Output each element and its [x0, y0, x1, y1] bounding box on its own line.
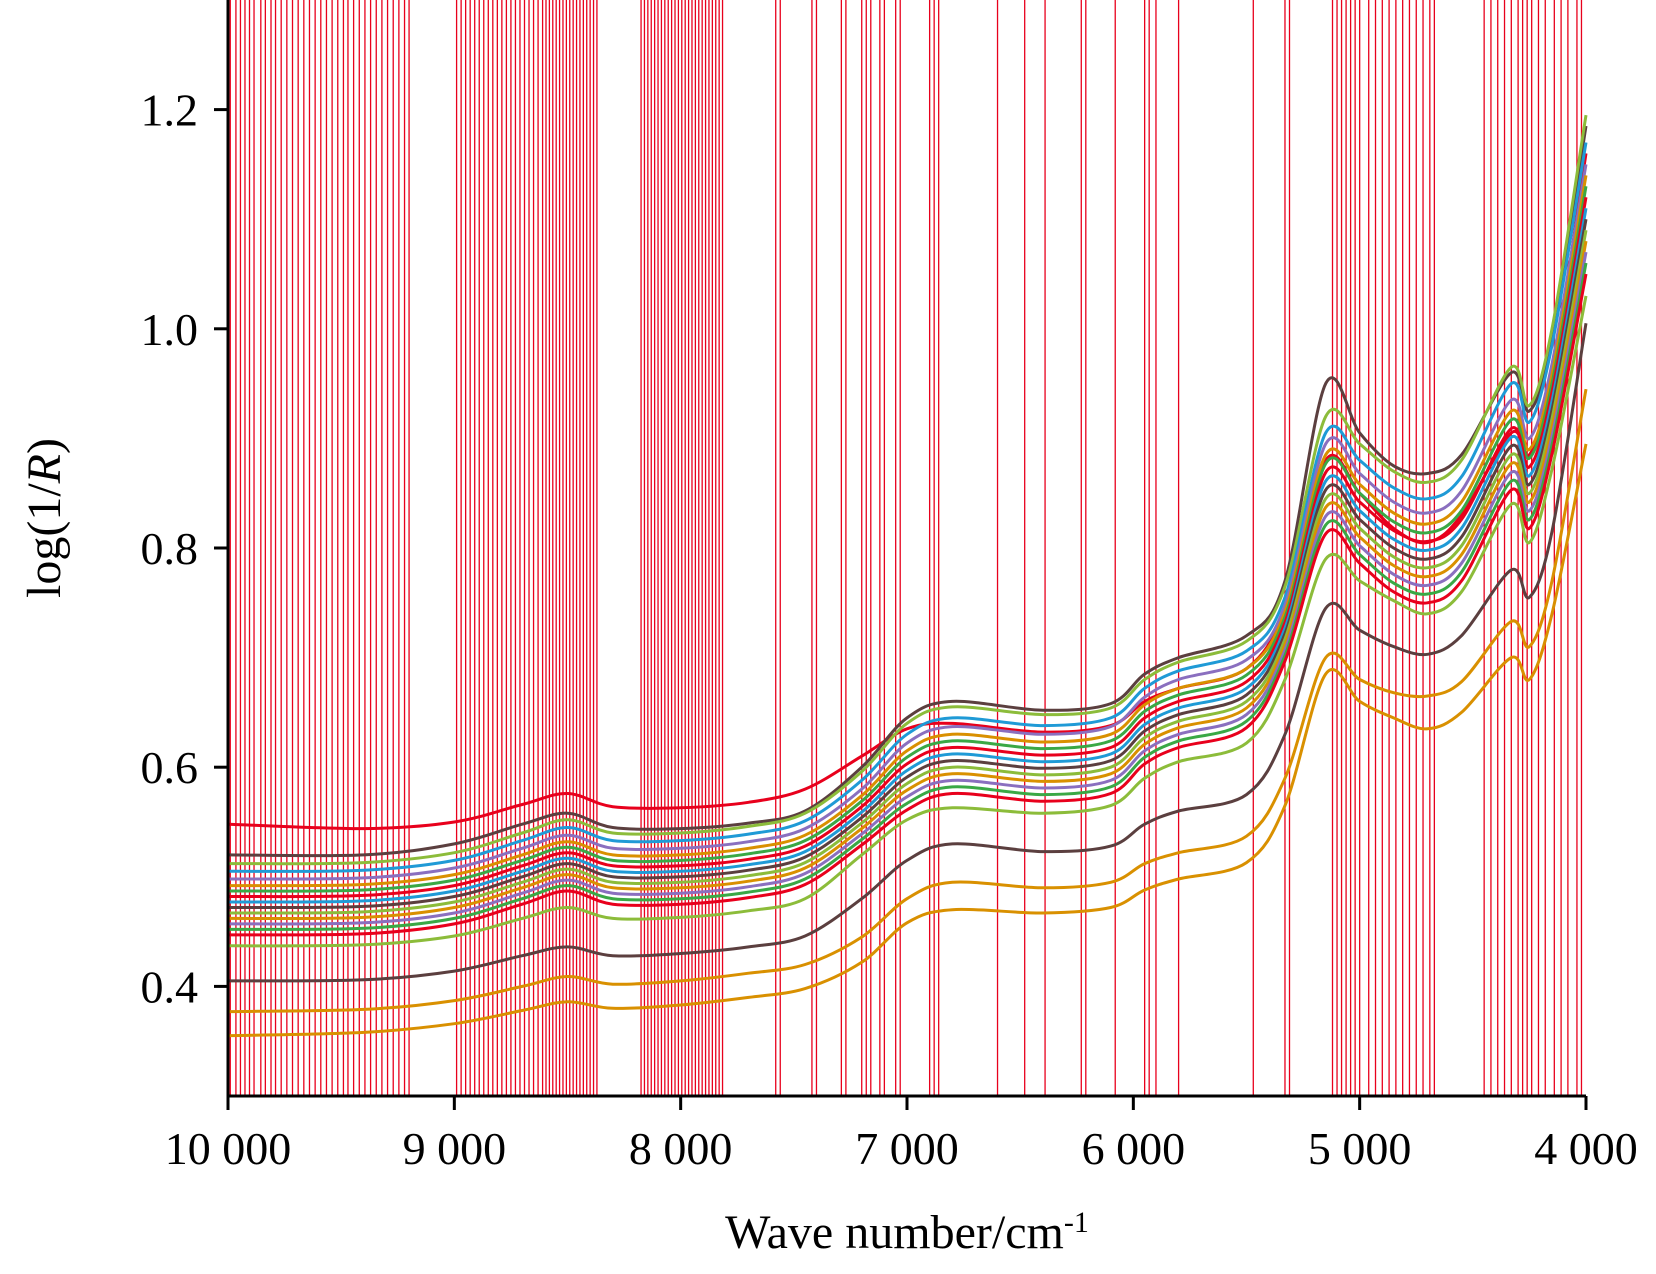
- spectrum-line: [227, 229, 1588, 915]
- axis-titles: Wave number/cm-1 log(1/R): [18, 438, 1089, 1259]
- y-axis-title-suffix: ): [18, 438, 71, 454]
- x-tick-label: 7 000: [855, 1123, 959, 1174]
- spectrum-line: [227, 114, 1588, 866]
- x-axis-title: Wave number/cm-1: [725, 1206, 1089, 1260]
- spectrum-line: [227, 175, 1588, 888]
- x-axis-title-text: Wave number/cm: [725, 1206, 1064, 1259]
- x-axis-title-superscript: -1: [1064, 1206, 1089, 1239]
- spectrum-line: [227, 323, 1588, 983]
- spectrum-line: [227, 273, 1588, 937]
- x-tick-label: 8 000: [629, 1123, 733, 1174]
- y-tick-label: 1.2: [141, 85, 199, 136]
- x-tick-label: 9 000: [403, 1123, 507, 1174]
- y-tick-label: 0.8: [141, 523, 199, 574]
- spectrum-line: [227, 197, 1588, 899]
- spectrum-line: [227, 125, 1588, 858]
- spectrum-line: [227, 295, 1588, 948]
- x-tick-label: 5 000: [1308, 1123, 1412, 1174]
- x-tick-label: 6 000: [1082, 1123, 1186, 1174]
- spectrum-line: [227, 218, 1588, 910]
- y-tick-label: 0.6: [141, 742, 199, 793]
- y-axis-title: log(1/R): [18, 438, 71, 598]
- spectrum-line: [227, 443, 1588, 1038]
- spectrum-line: [227, 262, 1588, 931]
- spectrum-line: [227, 142, 1588, 873]
- spectrum-line: [227, 251, 1588, 926]
- y-axis-title-italic: R: [18, 454, 71, 484]
- tick-labels: 10 000 9 000 8 000 7 000 6 000 5 000 4 000 0.4 0…: [141, 85, 1638, 1174]
- y-tick-label: 0.4: [141, 961, 199, 1012]
- axes: [214, 0, 1588, 1110]
- spectrum-series-group: [227, 114, 1588, 1038]
- y-axis-title-prefix: log(1/: [18, 483, 71, 598]
- spectrum-line: [227, 388, 1588, 1014]
- y-tick-label: 1.0: [141, 304, 199, 355]
- x-tick-label: 10 000: [165, 1123, 292, 1174]
- spectrum-line: [227, 240, 1588, 921]
- x-tick-label: 4 000: [1534, 1123, 1638, 1174]
- spectrum-line: [227, 207, 1588, 904]
- spectrum-line: [227, 186, 1588, 893]
- selected-wavenumber-markers: [229, 0, 1583, 1096]
- spectrum-line: [227, 164, 1588, 881]
